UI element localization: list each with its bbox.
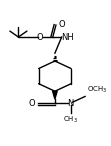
Polygon shape [53,91,57,99]
Text: O: O [37,33,44,42]
Text: NH: NH [61,33,74,42]
Text: N: N [67,99,74,108]
Text: O: O [58,20,65,29]
Text: O: O [28,99,35,108]
Text: OCH$_3$: OCH$_3$ [87,85,107,95]
Text: CH$_3$: CH$_3$ [62,115,77,125]
